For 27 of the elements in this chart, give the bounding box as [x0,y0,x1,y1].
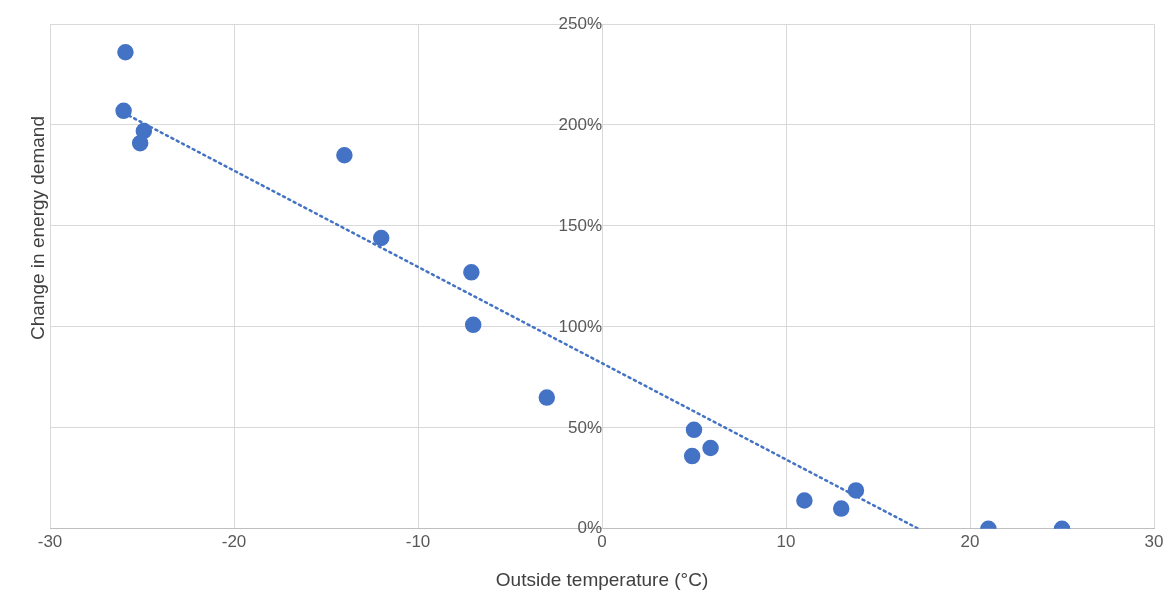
point [832,500,850,517]
point [336,147,353,164]
point [117,44,134,61]
x-tick-label: 30 [1144,531,1164,551]
y-tick-label: 150% [558,215,602,235]
point [538,389,556,406]
x-tick-label: -30 [37,531,63,551]
point [115,102,132,120]
point [683,447,701,465]
point [685,421,703,439]
y-tick-label: 50% [567,417,602,437]
point [796,492,813,509]
point [702,439,719,457]
x-tick-label: 20 [960,531,980,551]
x-axis-title: Outside temperature (°C) [495,568,709,590]
x-tick-label: -10 [405,531,431,551]
x-tick-label: -20 [221,531,247,551]
y-tick-label: 200% [558,114,602,134]
y-axis-title: Change in energy demand [27,116,49,340]
y-tick-label: 100% [558,316,602,336]
point [131,134,149,152]
point [464,316,482,334]
y-tick-label: 250% [558,13,602,33]
point [463,264,480,281]
x-tick-label: 10 [776,531,796,551]
point [847,482,865,499]
point [372,229,390,247]
